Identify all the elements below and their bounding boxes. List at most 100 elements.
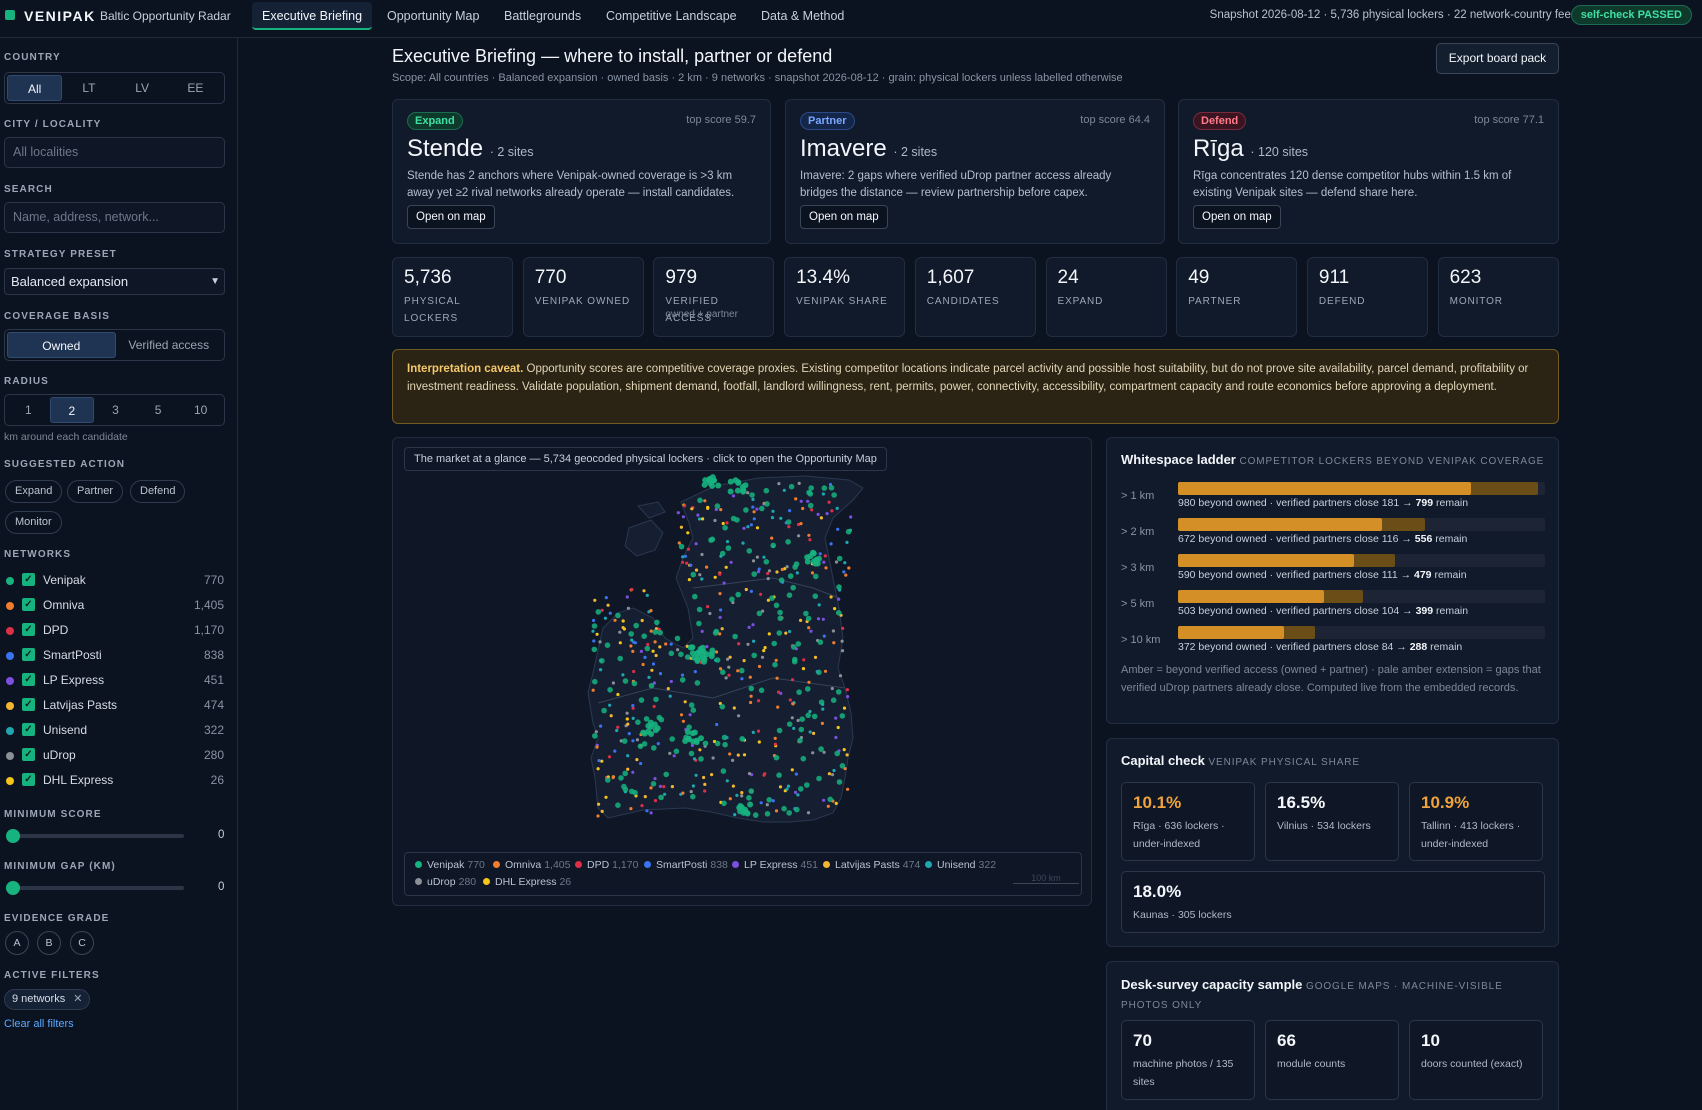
map-locker-dot [842,570,846,574]
min-score-slider[interactable] [6,829,184,843]
map-locker-dot [751,559,756,563]
legend-network-name: SmartPosti [656,859,708,871]
map-locker-dot [788,698,792,702]
network-checkbox[interactable]: ✓ [22,648,35,661]
map-caption[interactable]: The market at a glance — 5,734 geocoded … [404,447,887,471]
strategy-preset-select[interactable]: Balanced expansion ▼ [4,268,225,295]
network-checkbox[interactable]: ✓ [22,598,35,611]
map-venipak-dot [607,687,613,693]
market-map[interactable]: The market at a glance — 5,734 geocoded … [392,437,1092,906]
map-locker-dot [683,700,687,704]
action-chip-partner[interactable]: Partner [67,480,124,503]
map-venipak-dot [776,630,783,636]
defend-card: Defend top score 77.1 Rīga · 120 sites R… [1178,99,1559,244]
grade-c-toggle[interactable]: C [70,931,94,955]
network-name: Unisend [43,723,88,737]
map-locker-dot [694,542,698,546]
tab-battlegrounds[interactable]: Battlegrounds [504,9,582,23]
action-chip-defend[interactable]: Defend [130,480,186,503]
map-locker-dot [770,536,774,540]
close-icon[interactable]: ✕ [73,993,83,1005]
map-locker-dot [762,555,766,559]
map-locker-dot [676,511,680,515]
min-score-slider-handle[interactable] [6,829,20,843]
map-locker-dot [726,657,730,661]
clear-filters-link[interactable]: Clear all filters [4,1018,74,1030]
map-locker-dot [641,662,645,667]
grade-a-toggle[interactable]: A [5,931,29,955]
map-locker-dot [719,508,723,512]
market-map-canvas[interactable] [393,438,1092,906]
network-row[interactable]: ✓ Unisend 322 [4,721,224,741]
map-locker-dot [808,538,812,542]
country-option-ee[interactable]: EE [187,81,204,95]
network-checkbox[interactable]: ✓ [22,773,35,786]
network-row[interactable]: ✓ DPD 1,170 [4,621,224,641]
kpi-value: 770 [534,267,567,288]
map-locker-dot [830,686,834,691]
capital-share-label: Rīga · 636 lockers · under-indexed [1133,820,1225,850]
coverage-option-verified[interactable]: Verified access [128,338,210,352]
coverage-segmented: Owned Verified access [4,329,225,361]
network-checkbox[interactable]: ✓ [22,723,35,736]
map-locker-dot [645,593,649,597]
legend-item: Latvijas Pasts 474 [823,859,920,871]
legend-network-name: Latvijas Pasts [835,859,900,871]
network-checkbox[interactable]: ✓ [22,623,35,636]
map-locker-dot [770,516,775,520]
map-locker-dot [766,571,770,576]
kpi-value: 24 [1057,267,1079,288]
country-option-lt[interactable]: LT [82,81,96,95]
expand-open-on-map-button[interactable]: Open on map [407,205,495,229]
radius-option-2[interactable]: 2 [49,397,95,423]
min-gap-value: 0 [218,881,225,893]
tab-opportunity-map[interactable]: Opportunity Map [387,9,480,23]
map-locker-dot [846,695,850,699]
country-option-all[interactable]: All [7,75,63,101]
map-venipak-dot [648,682,655,689]
legend-network-count: 26 [559,876,572,888]
map-venipak-dot [812,593,819,599]
network-checkbox[interactable]: ✓ [22,673,35,686]
network-row[interactable]: ✓ Omniva 1,405 [4,596,224,616]
network-row[interactable]: ✓ LP Express 451 [4,671,224,691]
partner-open-on-map-button[interactable]: Open on map [800,205,888,229]
search-input[interactable]: Name, address, network... [4,202,225,233]
grade-b-toggle[interactable]: B [37,931,61,955]
network-checkbox[interactable]: ✓ [22,748,35,761]
tab-executive-briefing[interactable]: Executive Briefing [252,2,373,30]
country-option-lv[interactable]: LV [135,81,150,95]
interpretation-caveat: Interpretation caveat. Opportunity score… [392,349,1559,424]
network-checkbox[interactable]: ✓ [22,573,35,586]
map-locker-dot [741,541,745,545]
map-venipak-dot [714,657,721,663]
network-color-dot [6,577,14,585]
export-board-pack-button[interactable]: Export board pack [1436,43,1559,74]
network-row[interactable]: ✓ Venipak 770 [4,571,224,591]
map-venipak-dot [692,593,698,600]
desk-survey-title: Desk-survey capacity sample [1121,977,1303,992]
active-filter-chip[interactable]: 9 networks ✕ [4,989,91,1010]
city-input[interactable]: All localities [4,137,225,168]
radius-option-10[interactable]: 10 [193,403,208,417]
map-locker-dot [737,714,741,718]
map-venipak-dot [725,545,732,551]
network-row[interactable]: ✓ Latvijas Pasts 474 [4,696,224,716]
network-color-dot [6,752,14,760]
defend-open-on-map-button[interactable]: Open on map [1193,205,1281,229]
min-gap-slider-handle[interactable] [6,881,20,895]
network-row[interactable]: ✓ DHL Express 26 [4,771,224,791]
action-chip-monitor[interactable]: Monitor [5,511,62,534]
tab-data-method[interactable]: Data & Method [761,9,845,23]
tab-competitive-landscape[interactable]: Competitive Landscape [606,9,737,23]
action-chip-expand[interactable]: Expand [5,480,63,503]
network-checkbox[interactable]: ✓ [22,698,35,711]
radius-option-5[interactable]: 5 [154,403,162,417]
radius-option-1[interactable]: 1 [24,403,32,417]
min-gap-slider[interactable] [6,881,184,895]
network-row[interactable]: ✓ SmartPosti 838 [4,646,224,666]
map-locker-dot [736,669,740,673]
coverage-option-owned[interactable]: Owned [7,332,116,358]
radius-option-3[interactable]: 3 [112,403,119,417]
network-row[interactable]: ✓ uDrop 280 [4,746,224,766]
